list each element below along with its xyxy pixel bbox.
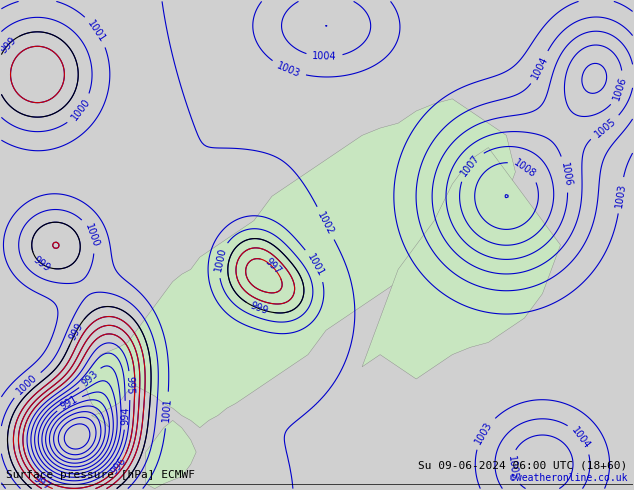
- Text: 1000: 1000: [213, 247, 228, 273]
- Text: 1006: 1006: [559, 161, 573, 187]
- Text: 999: 999: [67, 321, 85, 342]
- Text: 1000: 1000: [83, 222, 100, 248]
- Text: 1003: 1003: [474, 419, 495, 446]
- Text: 993: 993: [80, 368, 100, 388]
- Text: 995: 995: [125, 376, 135, 395]
- Text: 994: 994: [120, 406, 131, 425]
- Text: 1001: 1001: [86, 18, 108, 44]
- Text: 1007: 1007: [458, 152, 482, 178]
- Text: 997: 997: [31, 473, 52, 490]
- Text: 1000: 1000: [69, 97, 92, 122]
- Text: 1002: 1002: [316, 210, 335, 236]
- Text: 999: 999: [31, 254, 52, 273]
- Text: 996: 996: [109, 456, 128, 476]
- Text: ©weatheronline.co.uk: ©weatheronline.co.uk: [510, 473, 628, 483]
- Text: 1005: 1005: [593, 116, 618, 140]
- Text: 1001: 1001: [161, 397, 173, 423]
- Text: 1004: 1004: [312, 51, 337, 62]
- Polygon shape: [362, 147, 560, 379]
- Text: 999: 999: [0, 35, 18, 55]
- Text: 999: 999: [249, 301, 270, 317]
- Text: Surface pressure [hPa] ECMWF: Surface pressure [hPa] ECMWF: [6, 470, 195, 480]
- Text: 1008: 1008: [512, 157, 538, 179]
- Text: 991: 991: [59, 394, 80, 412]
- Text: 1004: 1004: [570, 425, 592, 451]
- Text: Su 09-06-2024 06:00 UTC (18+60): Su 09-06-2024 06:00 UTC (18+60): [418, 461, 628, 470]
- Text: 1004: 1004: [529, 54, 550, 81]
- Text: 997: 997: [262, 257, 283, 277]
- Text: 1000: 1000: [15, 372, 39, 396]
- Polygon shape: [146, 420, 196, 489]
- Text: 1006: 1006: [612, 75, 629, 102]
- Polygon shape: [82, 99, 515, 428]
- Text: 1005: 1005: [505, 455, 519, 481]
- Text: 1003: 1003: [614, 182, 628, 208]
- Text: 1003: 1003: [275, 60, 302, 79]
- Text: 1001: 1001: [306, 252, 326, 278]
